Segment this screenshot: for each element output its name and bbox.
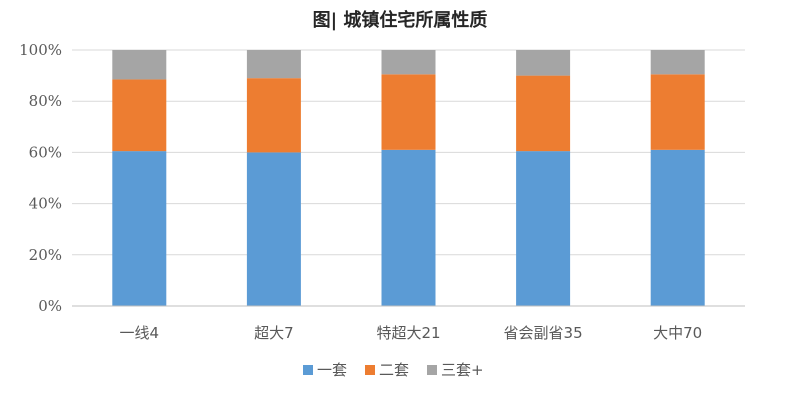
x-tick-label: 一线4: [120, 324, 160, 342]
bar-segment: [650, 50, 705, 75]
bar-segment: [516, 50, 571, 76]
bar-segment: [516, 151, 571, 306]
bar-segment: [246, 50, 301, 79]
bar-segment: [381, 74, 436, 150]
bar-segment: [246, 152, 301, 306]
legend-swatch: [303, 365, 313, 375]
axes: 0% 20% 40% 60% 80% 100% 一线4 超大7 特超大21 省会副省35 大中70: [19, 41, 745, 342]
bar-segment: [112, 50, 167, 80]
y-tick-label: 40%: [29, 195, 62, 213]
chart-title: 图| 城镇住宅所属性质: [312, 10, 488, 31]
x-tick-label: 省会副省35: [504, 324, 583, 342]
x-tick-label: 特超大21: [376, 324, 440, 342]
bar-segment: [381, 50, 436, 75]
legend-swatch: [427, 365, 437, 375]
x-tick-label: 大中70: [653, 324, 702, 342]
bar-segment: [650, 149, 705, 306]
legend-label: 二套: [379, 361, 409, 379]
legend: 一套 二套 三套+: [303, 361, 484, 379]
bar-segment: [650, 74, 705, 150]
bars: [112, 50, 705, 306]
y-tick-label: 20%: [29, 246, 62, 264]
y-tick-label: 60%: [29, 143, 62, 161]
legend-swatch: [365, 365, 375, 375]
y-tick-label: 80%: [29, 92, 62, 110]
x-tick-label: 超大7: [254, 324, 294, 342]
bar-segment: [112, 151, 167, 306]
legend-label: 一套: [317, 361, 347, 379]
y-tick-label: 100%: [19, 41, 62, 59]
bar-segment: [516, 75, 571, 152]
bar-segment: [112, 79, 167, 152]
legend-label: 三套+: [441, 361, 484, 379]
bar-segment: [381, 149, 436, 306]
bar-segment: [246, 78, 301, 153]
y-tick-label: 0%: [38, 297, 62, 315]
